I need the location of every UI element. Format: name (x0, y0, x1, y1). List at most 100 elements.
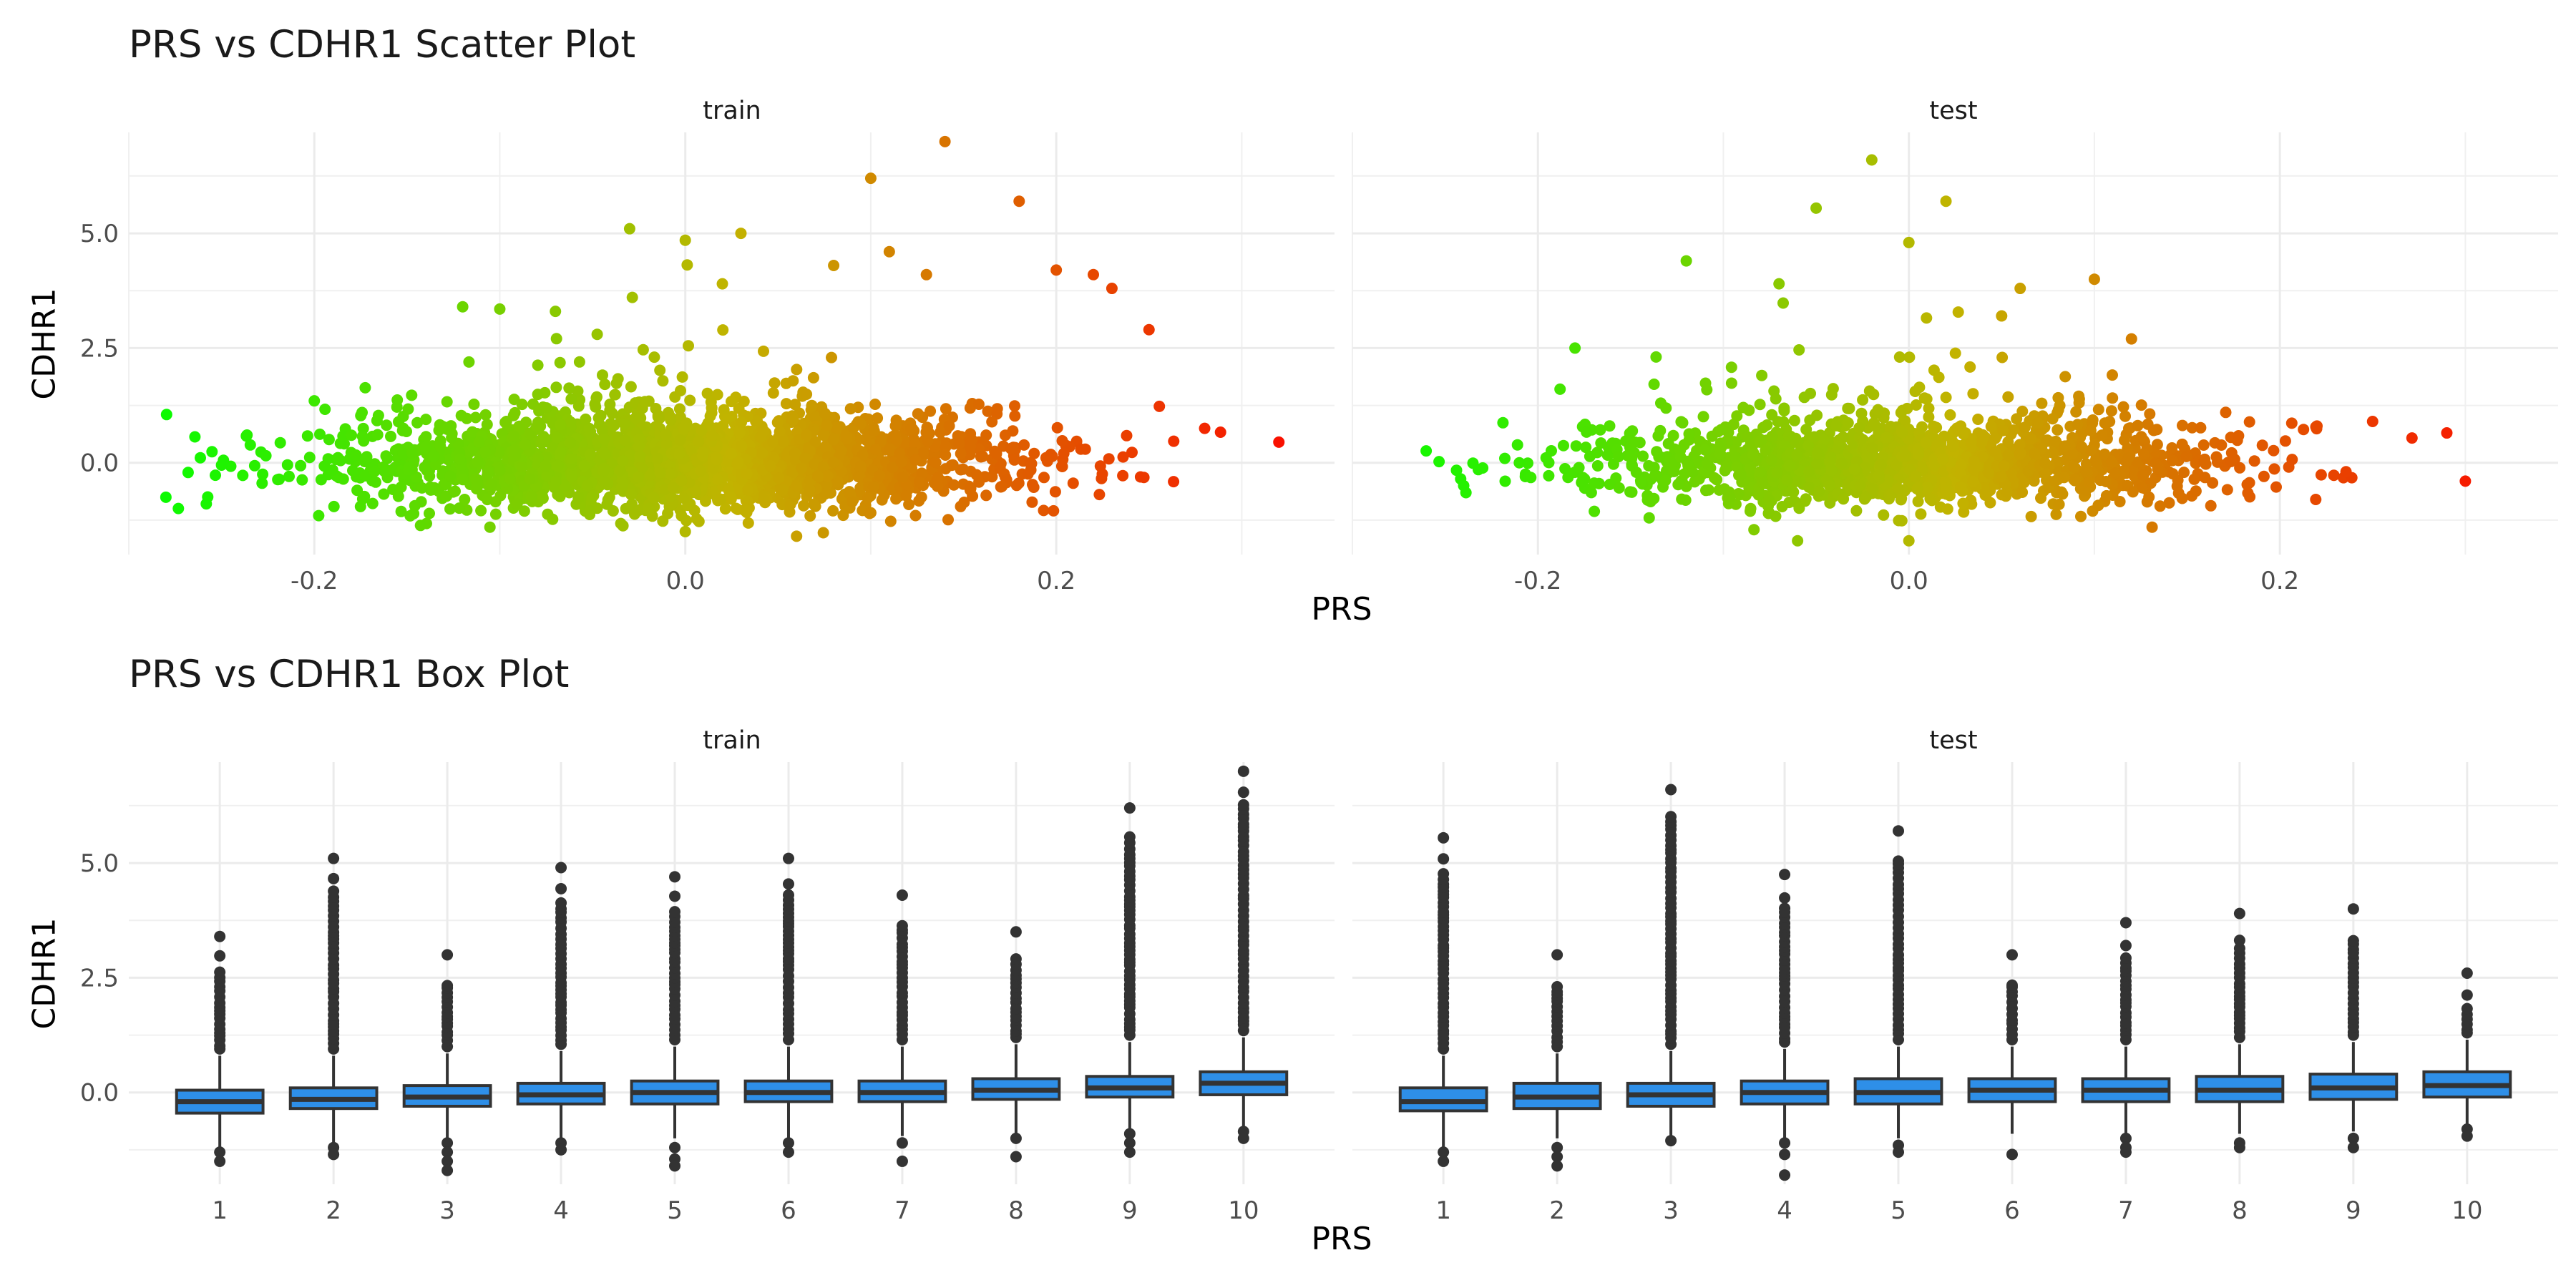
scatter-train-point (160, 409, 172, 421)
scatter-test-point (1923, 411, 1935, 423)
scatter-test-point (1911, 482, 1923, 494)
scatter-train-point (817, 527, 829, 539)
scatter-train-point (371, 414, 383, 426)
scatter-test-point (1699, 444, 1711, 456)
scatter-train-point (995, 457, 1007, 469)
scatter-train-point (539, 433, 551, 445)
scatter-test-point (2011, 413, 2023, 425)
box-train-outlier (782, 889, 794, 901)
scatter-test-point (1778, 402, 1790, 414)
scatter-test-point (2258, 470, 2270, 482)
scatter-test-point (1777, 297, 1789, 309)
scatter-test-point (1543, 469, 1555, 482)
scatter-test-point (2198, 456, 2210, 468)
scatter-train-point (679, 525, 691, 537)
scatter-train-point (704, 410, 716, 422)
scatter-strip-train: train (703, 97, 761, 125)
scatter-test-point (1595, 437, 1607, 449)
box-train-x-tick-label: 3 (439, 1196, 455, 1225)
scatter-train-point (634, 450, 646, 462)
box-train-outlier (1237, 765, 1249, 777)
scatter-train-y-tick-label: 0.0 (80, 449, 119, 478)
scatter-test-point (1612, 451, 1624, 463)
scatter-test-point (1903, 535, 1915, 547)
scatter-train-point (599, 476, 611, 488)
scatter-test-point (1972, 414, 1984, 425)
scatter-train-point (633, 440, 645, 452)
scatter-test-point (1588, 477, 1600, 489)
scatter-test-point (1511, 439, 1523, 451)
scatter-train-point (1048, 504, 1060, 517)
scatter-train-point (585, 449, 596, 461)
box-train-outlier (1237, 799, 1249, 811)
scatter-test-point (2154, 500, 2166, 512)
scatter-train-point (1199, 422, 1211, 434)
scatter-train-point (681, 259, 693, 271)
scatter-train-point (457, 474, 469, 486)
scatter-test-point (2018, 477, 2030, 489)
scatter-test-point (1747, 449, 1759, 461)
scatter-test-point (1866, 441, 1878, 454)
scatter-train-point (444, 503, 456, 515)
scatter-y-axis-label: CDHR1 (26, 288, 63, 400)
scatter-test-point (1803, 465, 1815, 477)
scatter-train-point (884, 515, 897, 527)
scatter-train-point (1038, 504, 1050, 517)
scatter-train-point (404, 509, 416, 522)
box-train-x-tick-label: 5 (667, 1196, 683, 1225)
scatter-test-point (2215, 439, 2228, 451)
scatter-test-point (1660, 402, 1672, 414)
scatter-test-point (1715, 424, 1727, 436)
scatter-test-point (1855, 407, 1868, 419)
scatter-test-point (1928, 364, 1940, 376)
scatter-train-point (472, 479, 484, 492)
scatter-test-point (2031, 416, 2044, 429)
scatter-train-point (573, 356, 585, 368)
box-train-outlier (555, 862, 567, 874)
scatter-train-point (303, 452, 316, 464)
scatter-test-point (1629, 436, 1641, 448)
scatter-test-point (1783, 459, 1795, 472)
scatter-test-point (1982, 467, 1994, 479)
scatter-test-point (2167, 468, 2179, 480)
scatter-train-point (449, 485, 461, 497)
scatter-test-point (1713, 441, 1725, 454)
scatter-train-point (424, 470, 436, 482)
scatter-test-point (2099, 417, 2111, 429)
scatter-train-point (1013, 195, 1025, 208)
box-train-outlier (782, 1146, 794, 1158)
scatter-test-point (2002, 449, 2014, 461)
scatter-train-point (591, 328, 603, 341)
scatter-train-point (260, 449, 272, 462)
scatter-train-point (406, 447, 418, 459)
scatter-train-point (742, 517, 754, 529)
scatter-train-point (582, 479, 593, 492)
scatter-train-point (540, 402, 552, 414)
scatter-train-point (507, 430, 519, 442)
scatter-train-point (283, 470, 295, 482)
box-train-outlier (1123, 1146, 1136, 1158)
scatter-train-point (736, 416, 748, 429)
scatter-train-point (711, 454, 723, 466)
scatter-train-point (637, 343, 649, 356)
scatter-test-point (1893, 351, 1906, 363)
scatter-train-point (767, 387, 779, 399)
scatter-train-point (484, 521, 496, 533)
scatter-test-point (1793, 502, 1805, 514)
scatter-test-point (1433, 456, 1445, 468)
scatter-test-point (2285, 417, 2298, 429)
scatter-test-point (2178, 467, 2190, 479)
scatter-test-point (1957, 428, 1969, 440)
scatter-test-point (2256, 439, 2268, 452)
scatter-train-point (210, 469, 221, 482)
scatter-train-point (791, 530, 803, 542)
scatter-test-point (1554, 383, 1566, 395)
box-train-outlier (555, 897, 567, 909)
box-test-outlier (1779, 1169, 1791, 1181)
scatter-train-point (796, 462, 807, 474)
scatter-train-point (862, 492, 874, 504)
scatter-train-point (716, 278, 728, 290)
scatter-test-point (1937, 453, 1949, 465)
scatter-train-point (809, 411, 821, 424)
scatter-test-point (2075, 510, 2087, 522)
